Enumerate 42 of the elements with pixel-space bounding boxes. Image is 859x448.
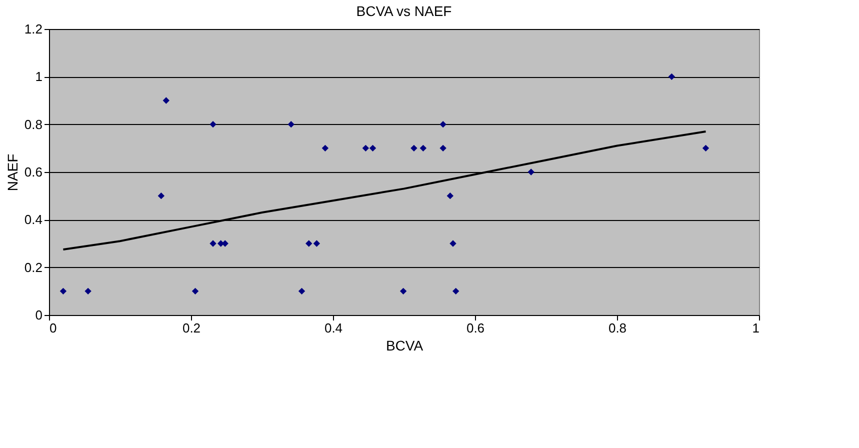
point bbox=[192, 288, 199, 295]
point bbox=[158, 192, 165, 200]
x-tick-label: 0 bbox=[50, 320, 57, 336]
chart-title: BCVA vs NAEF bbox=[356, 3, 452, 19]
point bbox=[446, 192, 454, 200]
point bbox=[288, 120, 294, 128]
x-tick-label: 1 bbox=[752, 320, 760, 336]
point bbox=[702, 144, 710, 152]
point bbox=[306, 240, 312, 247]
point bbox=[400, 288, 407, 295]
y-axis-title: NAEF bbox=[4, 154, 20, 192]
x-axis-title: BCVA bbox=[386, 338, 424, 354]
point bbox=[322, 144, 329, 152]
point bbox=[362, 144, 370, 152]
y-tick-label: 0.6 bbox=[24, 164, 42, 180]
y-tick-label: 0.8 bbox=[24, 116, 42, 132]
point bbox=[440, 120, 446, 128]
x-tick-label: 0.6 bbox=[466, 320, 485, 336]
point bbox=[369, 144, 376, 152]
x-tick-label: 0.4 bbox=[324, 320, 343, 336]
point bbox=[298, 288, 306, 295]
point bbox=[450, 240, 456, 247]
x-tick-label: 0.2 bbox=[182, 320, 201, 336]
point bbox=[222, 240, 228, 247]
x-tick-label: 0.8 bbox=[608, 320, 627, 336]
point bbox=[60, 288, 67, 295]
y-tick-label: 0 bbox=[35, 308, 42, 322]
y-tick-label: 0.2 bbox=[24, 260, 42, 275]
point bbox=[313, 240, 320, 247]
point bbox=[210, 120, 216, 128]
y-tick-label: 1.2 bbox=[24, 22, 42, 36]
y-tick-label: 0.4 bbox=[24, 212, 42, 228]
point bbox=[668, 73, 676, 80]
y-tick-label: 1 bbox=[35, 69, 42, 84]
point bbox=[528, 168, 534, 176]
point bbox=[420, 144, 427, 152]
point bbox=[162, 97, 170, 104]
point bbox=[410, 144, 418, 152]
point bbox=[210, 240, 216, 247]
point bbox=[440, 144, 446, 152]
point bbox=[452, 288, 460, 295]
point bbox=[84, 288, 92, 295]
